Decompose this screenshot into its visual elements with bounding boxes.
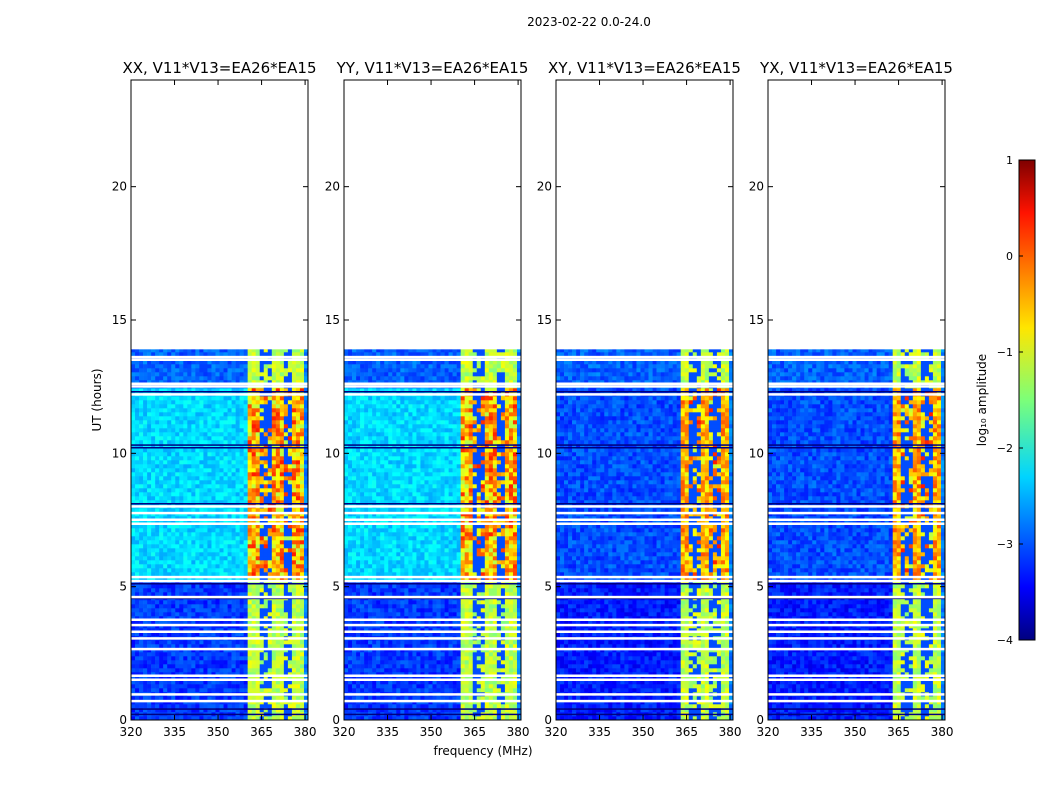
y-tick-label: 0: [756, 713, 764, 727]
panel-title: XY, V11*V13=EA26*EA15: [548, 59, 741, 77]
y-tick-label: 0: [119, 713, 127, 727]
y-tick-label: 5: [756, 580, 764, 594]
colorbar-tick-label: 0: [1006, 250, 1013, 263]
x-tick-label: 350: [420, 725, 443, 739]
panel-title: YX, V11*V13=EA26*EA15: [759, 59, 953, 77]
colorbar-tick-label: 1: [1006, 154, 1013, 167]
panel-title: XX, V11*V13=EA26*EA15: [122, 59, 316, 77]
y-tick-label: 15: [112, 313, 127, 327]
y-tick-label: 10: [112, 446, 127, 460]
y-tick-label: 5: [332, 580, 340, 594]
y-tick-label: 20: [325, 180, 340, 194]
heatmap-xx: [131, 80, 308, 720]
y-tick-label: 20: [537, 180, 552, 194]
x-tick-label: 365: [887, 725, 910, 739]
panel-yx: YX, V11*V13=EA26*EA15 320 335 350 365 380 0 5 10…: [749, 59, 954, 739]
y-axis-label: UT (hours): [90, 368, 104, 431]
heatmap-yx: [768, 80, 945, 720]
y-tick-label: 0: [544, 713, 552, 727]
colorbar-label: log₁₀ amplitude: [975, 354, 989, 446]
colorbar-tick-label: −3: [997, 538, 1013, 551]
x-tick-label: 380: [931, 725, 954, 739]
figure-title: 2023-02-22 0.0-24.0: [527, 15, 651, 29]
y-tick-label: 10: [749, 446, 764, 460]
x-tick-label: 350: [207, 725, 230, 739]
heatmap-yy: [344, 80, 521, 720]
x-tick-label: 350: [632, 725, 655, 739]
y-tick-label: 20: [112, 180, 127, 194]
x-tick-label: 335: [588, 725, 611, 739]
panel-xx: XX, V11*V13=EA26*EA15 320 335 350 365 380 0 5 10…: [112, 59, 317, 739]
x-tick-label: 335: [376, 725, 399, 739]
x-axis-label: frequency (MHz): [433, 744, 532, 758]
panel-xy: XY, V11*V13=EA26*EA15 320 335 350 365 380 0 5 10…: [537, 59, 742, 739]
x-tick-label: 320: [120, 725, 143, 739]
x-tick-label: 365: [675, 725, 698, 739]
y-tick-label: 5: [544, 580, 552, 594]
heatmap-xy: [556, 80, 733, 720]
x-tick-label: 320: [757, 725, 780, 739]
colorbar-tick-label: −1: [997, 346, 1013, 359]
colorbar-gradient: [1019, 160, 1035, 640]
x-tick-label: 365: [250, 725, 273, 739]
y-tick-label: 15: [749, 313, 764, 327]
panels: XX, V11*V13=EA26*EA15 320 335 350 365 380 0 5 10…: [112, 59, 954, 739]
colorbar-tick-label: −2: [997, 442, 1013, 455]
colorbar-tick-label: −4: [997, 634, 1013, 647]
y-tick-label: 20: [749, 180, 764, 194]
x-tick-label: 380: [294, 725, 317, 739]
panel-yy: YY, V11*V13=EA26*EA15 320 335 350 365 380 0 5 10…: [325, 59, 530, 739]
x-tick-label: 335: [800, 725, 823, 739]
figure: 2023-02-22 0.0-24.0 XX, V11*V13=EA26*EA1…: [0, 0, 1050, 800]
x-tick-label: 320: [545, 725, 568, 739]
x-tick-label: 335: [163, 725, 186, 739]
y-tick-label: 10: [537, 446, 552, 460]
x-tick-label: 320: [333, 725, 356, 739]
y-tick-label: 10: [325, 446, 340, 460]
y-tick-label: 5: [119, 580, 127, 594]
colorbar: 1 0 −1 −2 −3 −4 log₁₀ amplitude: [975, 154, 1035, 647]
y-tick-label: 0: [332, 713, 340, 727]
y-tick-label: 15: [537, 313, 552, 327]
x-tick-label: 365: [463, 725, 486, 739]
x-tick-label: 380: [507, 725, 530, 739]
y-tick-label: 15: [325, 313, 340, 327]
x-tick-label: 380: [719, 725, 742, 739]
x-tick-label: 350: [844, 725, 867, 739]
panel-title: YY, V11*V13=EA26*EA15: [336, 59, 529, 77]
